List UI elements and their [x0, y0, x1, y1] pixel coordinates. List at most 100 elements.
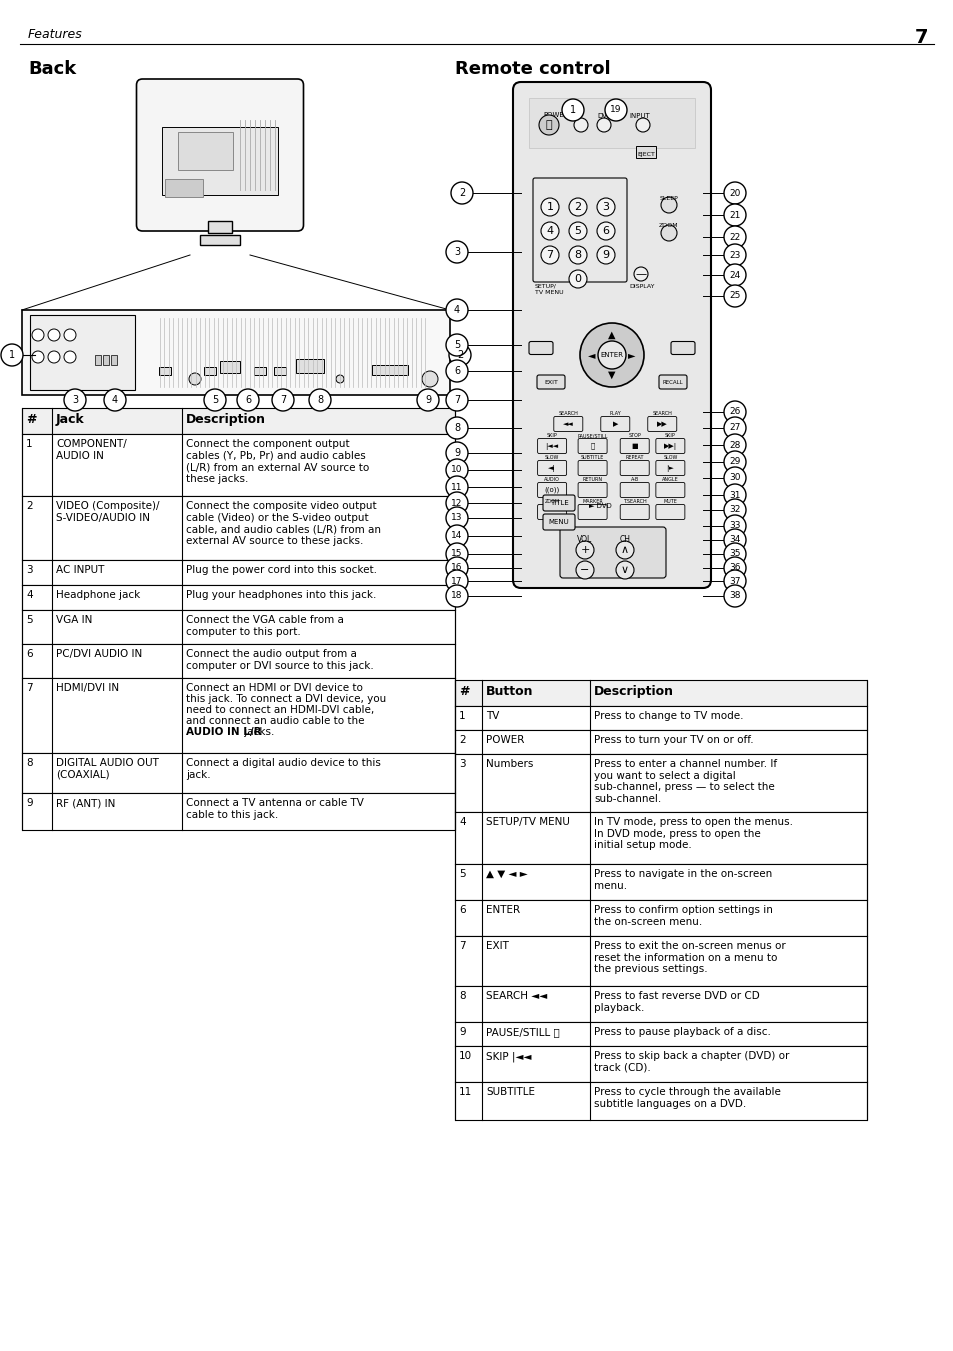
Text: REPEAT: REPEAT: [625, 455, 643, 459]
Text: ZOOM: ZOOM: [544, 499, 559, 504]
Text: 2: 2: [456, 350, 462, 359]
Text: 3: 3: [602, 203, 609, 212]
FancyBboxPatch shape: [559, 527, 665, 578]
Text: ((o)): ((o)): [544, 486, 559, 493]
Circle shape: [189, 373, 201, 385]
Text: 22: 22: [729, 232, 740, 242]
Text: 0: 0: [574, 274, 581, 284]
Text: 7: 7: [914, 28, 927, 47]
Text: 35: 35: [728, 550, 740, 558]
Circle shape: [446, 507, 468, 530]
Text: 9: 9: [424, 394, 431, 405]
Text: COMPONENT/
AUDIO IN: COMPONENT/ AUDIO IN: [56, 439, 127, 461]
Circle shape: [446, 570, 468, 592]
Circle shape: [723, 585, 745, 607]
Text: ►: ►: [628, 350, 635, 359]
Circle shape: [723, 557, 745, 580]
Text: Press to change to TV mode.: Press to change to TV mode.: [594, 711, 742, 721]
Text: AUDIO IN L/R: AUDIO IN L/R: [186, 727, 261, 738]
Text: Description: Description: [594, 685, 673, 698]
Circle shape: [568, 199, 586, 216]
Text: Press to turn your TV on or off.: Press to turn your TV on or off.: [594, 735, 753, 744]
Text: Connect the composite video output
cable (Video) or the S-video output
cable, an: Connect the composite video output cable…: [186, 501, 380, 546]
Text: 10: 10: [451, 466, 462, 474]
Text: |►: |►: [666, 465, 674, 471]
Text: 1: 1: [569, 105, 576, 115]
Circle shape: [64, 351, 76, 363]
Circle shape: [597, 118, 610, 132]
Circle shape: [446, 526, 468, 547]
Text: HDMI/DVI IN: HDMI/DVI IN: [56, 684, 119, 693]
Circle shape: [634, 267, 647, 281]
Text: ENTER: ENTER: [485, 905, 519, 915]
Text: Plug your headphones into this jack.: Plug your headphones into this jack.: [186, 590, 376, 600]
Text: SKIP |◄◄: SKIP |◄◄: [485, 1051, 531, 1062]
Text: Features: Features: [28, 28, 83, 41]
Text: |◄◄: |◄◄: [545, 443, 558, 450]
Bar: [200, 235, 240, 245]
FancyBboxPatch shape: [537, 439, 566, 454]
Text: Button: Button: [485, 685, 533, 698]
FancyBboxPatch shape: [513, 82, 710, 588]
Circle shape: [64, 330, 76, 340]
Circle shape: [723, 530, 745, 551]
Text: 16: 16: [451, 563, 462, 573]
Text: POWER: POWER: [542, 112, 568, 118]
Text: 12: 12: [451, 499, 462, 508]
Text: Headphone jack: Headphone jack: [56, 590, 140, 600]
Bar: [22, 309, 450, 394]
Bar: [455, 730, 866, 754]
Text: 2: 2: [574, 203, 581, 212]
Text: ◄|: ◄|: [548, 465, 556, 471]
Text: POWER: POWER: [485, 735, 524, 744]
Text: MARKER: MARKER: [581, 499, 602, 504]
FancyBboxPatch shape: [578, 482, 606, 497]
Circle shape: [540, 246, 558, 263]
Bar: [455, 1046, 866, 1082]
Text: MENU: MENU: [548, 519, 569, 526]
Text: Connect a TV antenna or cable TV
cable to this jack.: Connect a TV antenna or cable TV cable t…: [186, 798, 363, 820]
Text: SLOW: SLOW: [544, 455, 558, 459]
Text: 8: 8: [26, 758, 32, 767]
Text: SUBTITLE: SUBTITLE: [580, 455, 603, 459]
Text: 6: 6: [245, 394, 251, 405]
Text: DISPLAY: DISPLAY: [628, 284, 654, 289]
Text: Jack: Jack: [56, 413, 85, 426]
Text: SLOW: SLOW: [662, 455, 677, 459]
Text: TV: TV: [485, 711, 498, 721]
Circle shape: [446, 240, 468, 263]
Text: ◄◄: ◄◄: [562, 422, 573, 427]
Circle shape: [104, 389, 126, 411]
Text: RF (ANT) IN: RF (ANT) IN: [56, 798, 115, 808]
Text: ∨: ∨: [620, 565, 628, 576]
Text: 3: 3: [454, 247, 459, 257]
Text: 38: 38: [728, 592, 740, 600]
FancyBboxPatch shape: [655, 461, 684, 476]
Bar: [455, 900, 866, 936]
Circle shape: [723, 285, 745, 307]
Bar: [95, 355, 101, 365]
Text: 1: 1: [9, 350, 15, 359]
Circle shape: [272, 389, 294, 411]
Bar: [455, 865, 866, 900]
Bar: [455, 986, 866, 1021]
Text: 8: 8: [454, 423, 459, 434]
Text: ∧: ∧: [620, 544, 628, 555]
FancyBboxPatch shape: [136, 78, 303, 231]
Circle shape: [723, 484, 745, 507]
Text: AUDIO: AUDIO: [543, 477, 559, 482]
Circle shape: [723, 417, 745, 439]
Text: ► DVD: ► DVD: [588, 503, 611, 509]
Bar: [162, 127, 277, 195]
Circle shape: [723, 499, 745, 521]
Circle shape: [335, 376, 344, 382]
Text: Press to exit the on-screen menus or
reset the information on a menu to
the prev: Press to exit the on-screen menus or res…: [594, 942, 785, 974]
Bar: [22, 793, 455, 830]
Text: and connect an audio cable to the: and connect an audio cable to the: [186, 716, 364, 725]
Bar: [103, 355, 109, 365]
Text: CH: CH: [618, 535, 630, 544]
Text: 14: 14: [451, 531, 462, 540]
Text: Numbers: Numbers: [485, 759, 533, 769]
Circle shape: [32, 330, 44, 340]
FancyBboxPatch shape: [600, 416, 629, 431]
